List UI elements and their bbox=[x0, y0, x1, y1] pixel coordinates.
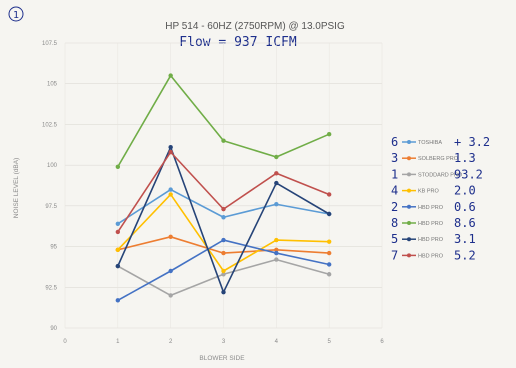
data-point bbox=[115, 229, 121, 235]
legend-handwritten-rank: 2 bbox=[391, 200, 398, 214]
series-group bbox=[115, 73, 332, 303]
y-tick-label: 105 bbox=[47, 82, 58, 88]
legend-entry: TOSHIBA bbox=[418, 140, 442, 146]
legend-swatch-point bbox=[407, 237, 411, 242]
x-tick-label: 0 bbox=[63, 339, 67, 345]
data-point bbox=[326, 272, 332, 277]
legend-entry: HBD PRO bbox=[418, 205, 444, 211]
legend-handwritten-rank: 5 bbox=[391, 232, 398, 246]
data-point bbox=[221, 268, 226, 274]
data-point bbox=[168, 268, 173, 274]
data-point bbox=[168, 145, 173, 150]
data-point bbox=[274, 237, 279, 243]
data-point bbox=[221, 237, 226, 243]
data-point bbox=[326, 250, 332, 256]
page-number: 1 bbox=[13, 10, 19, 21]
x-tick-label: 6 bbox=[380, 339, 384, 345]
data-point bbox=[168, 187, 173, 192]
legend-handwritten-rank: 1 bbox=[391, 167, 398, 181]
x-axis-label: BLOWER SIDE bbox=[199, 355, 245, 362]
legend-swatch-point bbox=[407, 188, 411, 193]
y-tick-label: 90 bbox=[50, 326, 57, 332]
y-tick-label: 97.5 bbox=[45, 204, 57, 210]
x-axis-ticks: 0 1 2 3 4 5 6 bbox=[63, 339, 384, 345]
legend-handwritten-rank: 8 bbox=[391, 216, 398, 230]
data-point bbox=[326, 192, 332, 197]
y-tick-label: 100 bbox=[47, 163, 58, 169]
x-tick-label: 5 bbox=[327, 339, 331, 345]
y-axis-label: NOISE LEVEL (dBA) bbox=[13, 158, 20, 218]
data-point bbox=[274, 257, 279, 262]
data-point bbox=[221, 138, 226, 143]
data-point bbox=[168, 234, 173, 239]
data-point bbox=[326, 211, 332, 217]
legend-handwritten-value: 2.0 bbox=[454, 184, 476, 198]
legend-handwritten-value: 1.3 bbox=[454, 151, 476, 165]
y-tick-label: 102.5 bbox=[42, 122, 58, 128]
data-point bbox=[274, 154, 279, 160]
data-point bbox=[274, 202, 279, 207]
y-tick-label: 92.5 bbox=[45, 285, 57, 291]
data-point bbox=[168, 192, 173, 197]
data-point bbox=[115, 247, 121, 253]
chart-title: HP 514 - 60HZ (2750RPM) @ 13.0PSIG bbox=[165, 21, 345, 32]
data-point bbox=[274, 247, 279, 253]
legend-swatch-point bbox=[407, 172, 411, 177]
data-point bbox=[168, 73, 173, 78]
data-point bbox=[326, 262, 332, 267]
data-point bbox=[326, 239, 332, 244]
legend-handwritten-value: + 3.2 bbox=[454, 135, 490, 149]
data-point bbox=[115, 263, 121, 269]
y-axis-ticks: 90 92.5 95 97.5 100 102.5 105 107.5 bbox=[42, 41, 58, 332]
legend-handwritten-value: 8.6 bbox=[454, 216, 476, 230]
legend-handwritten-rank: 6 bbox=[391, 135, 398, 149]
legend-entry: HBD PRO bbox=[418, 253, 444, 259]
legend-handwritten-value: 93.2 bbox=[454, 167, 483, 181]
x-tick-label: 2 bbox=[169, 339, 173, 345]
legend-handwritten-value: 0.6 bbox=[454, 200, 476, 214]
legend-swatch-point bbox=[407, 253, 411, 258]
data-point bbox=[115, 164, 121, 169]
grid bbox=[64, 42, 383, 329]
page-number-marker: 1 bbox=[8, 6, 24, 22]
data-point bbox=[168, 293, 173, 298]
data-point bbox=[326, 132, 332, 137]
legend-entry: KB PRO bbox=[418, 189, 440, 195]
legend-swatch-point bbox=[407, 156, 411, 161]
legend-entry: HBD PRO bbox=[418, 221, 444, 227]
legend-swatch-point bbox=[407, 204, 411, 209]
legend-handwritten-rank: 3 bbox=[391, 151, 398, 165]
data-point bbox=[221, 250, 226, 256]
legend-handwritten-value: 3.1 bbox=[454, 232, 476, 246]
legend-swatch-point bbox=[407, 140, 411, 144]
flow-annotation: Flow = 937 ICFM bbox=[179, 35, 297, 50]
data-point bbox=[115, 298, 121, 303]
data-point bbox=[274, 250, 279, 256]
legend-handwritten-rank: 4 bbox=[391, 184, 398, 198]
legend-entry: STODDARD PRO bbox=[418, 172, 463, 178]
legend-entry: SOLBERG PRO bbox=[418, 156, 459, 162]
x-tick-label: 1 bbox=[116, 339, 120, 345]
data-point bbox=[221, 272, 226, 277]
data-point bbox=[221, 206, 226, 212]
data-point bbox=[221, 215, 226, 220]
data-point bbox=[115, 221, 121, 226]
data-point bbox=[274, 180, 279, 186]
x-tick-label: 3 bbox=[222, 339, 226, 345]
data-point bbox=[168, 149, 173, 155]
y-tick-label: 95 bbox=[50, 245, 57, 251]
data-point bbox=[221, 289, 226, 295]
data-point bbox=[274, 171, 279, 176]
legend-entry: HBD PRO bbox=[418, 237, 444, 243]
legend-handwritten-value: 5.2 bbox=[454, 248, 476, 262]
y-tick-label: 107.5 bbox=[42, 41, 58, 47]
legend-handwritten-rank: 7 bbox=[391, 248, 398, 262]
x-tick-label: 4 bbox=[275, 339, 279, 345]
legend-swatch-point bbox=[407, 221, 411, 225]
